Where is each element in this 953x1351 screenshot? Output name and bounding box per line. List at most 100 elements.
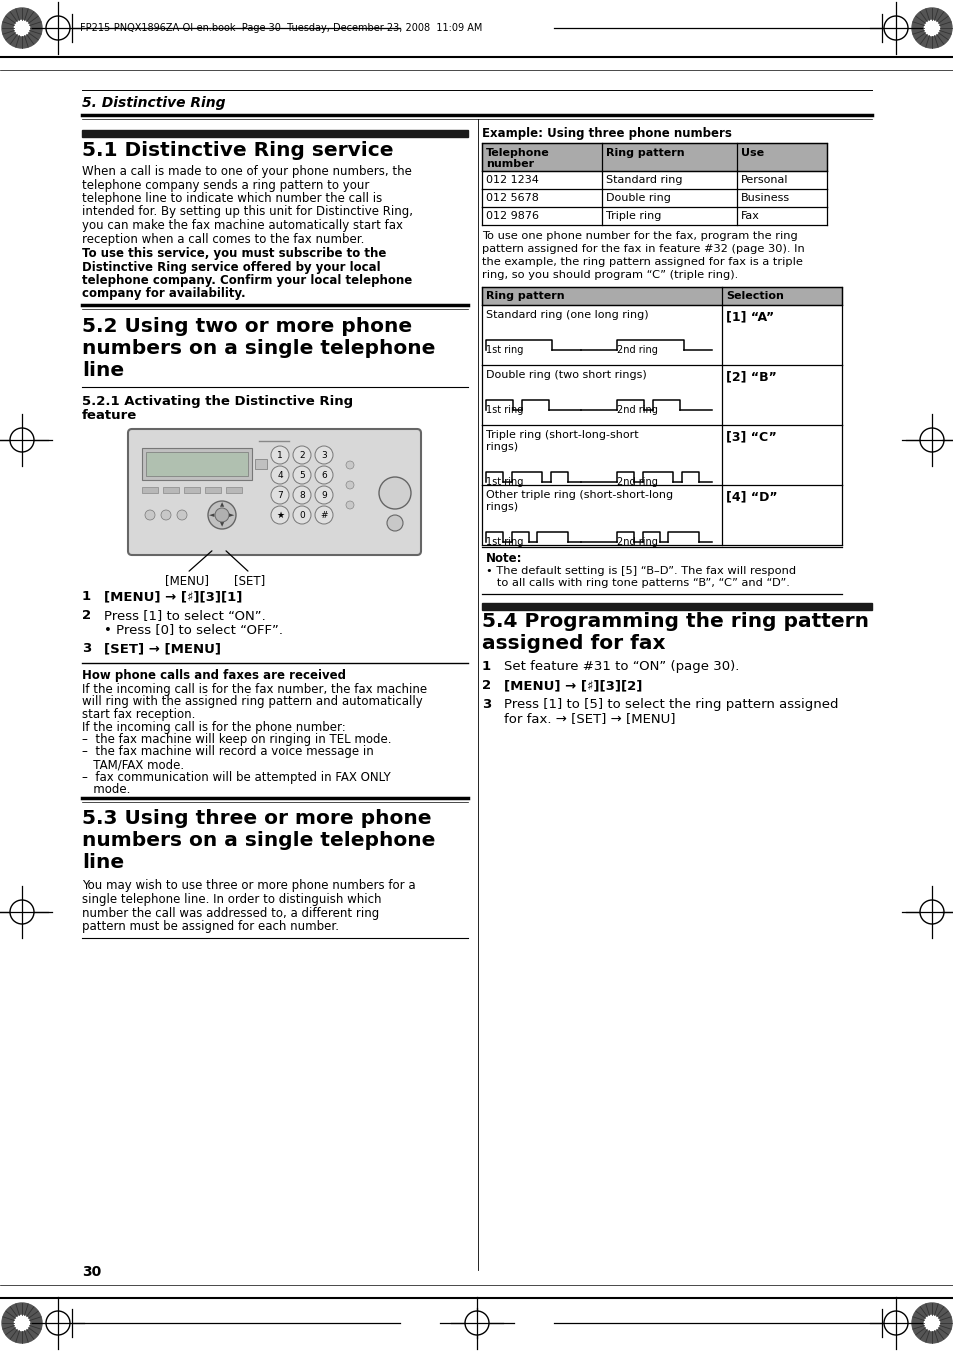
Text: assigned for fax: assigned for fax xyxy=(481,634,665,653)
Text: [SET]: [SET] xyxy=(234,574,265,586)
Text: Telephone: Telephone xyxy=(485,149,549,158)
Bar xyxy=(163,486,179,493)
Bar xyxy=(142,449,252,480)
Text: 5.3 Using three or more phone: 5.3 Using three or more phone xyxy=(82,809,431,828)
Text: line: line xyxy=(82,854,124,873)
Text: 2nd ring: 2nd ring xyxy=(617,405,658,415)
Text: [MENU] → [♯][3][2]: [MENU] → [♯][3][2] xyxy=(503,680,641,692)
Text: –  the fax machine will record a voice message in: – the fax machine will record a voice me… xyxy=(82,746,374,758)
Circle shape xyxy=(271,507,289,524)
Text: 012 1234: 012 1234 xyxy=(485,176,538,185)
Text: To use one phone number for the fax, program the ring: To use one phone number for the fax, pro… xyxy=(481,231,797,240)
Text: You may wish to use three or more phone numbers for a: You may wish to use three or more phone … xyxy=(82,880,416,893)
Text: numbers on a single telephone: numbers on a single telephone xyxy=(82,831,435,851)
Text: 5.2.1 Activating the Distinctive Ring: 5.2.1 Activating the Distinctive Ring xyxy=(82,394,353,408)
Text: ▲: ▲ xyxy=(219,503,224,508)
Text: TAM/FAX mode.: TAM/FAX mode. xyxy=(82,758,184,771)
Bar xyxy=(205,486,221,493)
Text: reception when a call comes to the fax number.: reception when a call comes to the fax n… xyxy=(82,232,364,246)
Circle shape xyxy=(293,507,311,524)
Text: company for availability.: company for availability. xyxy=(82,288,245,300)
Text: 5.2 Using two or more phone: 5.2 Using two or more phone xyxy=(82,317,412,336)
Text: line: line xyxy=(82,361,124,380)
Text: 2nd ring: 2nd ring xyxy=(617,345,658,355)
Text: 012 9876: 012 9876 xyxy=(485,211,538,222)
Circle shape xyxy=(271,466,289,484)
Circle shape xyxy=(2,1302,42,1343)
Text: 1st ring: 1st ring xyxy=(485,536,523,547)
Circle shape xyxy=(923,1316,939,1331)
Text: rings): rings) xyxy=(485,442,517,453)
Bar xyxy=(254,459,267,469)
Bar xyxy=(184,486,200,493)
Text: To use this service, you must subscribe to the: To use this service, you must subscribe … xyxy=(82,247,386,259)
Text: Distinctive Ring service offered by your local: Distinctive Ring service offered by your… xyxy=(82,261,380,273)
Text: Personal: Personal xyxy=(740,176,788,185)
Text: 1st ring: 1st ring xyxy=(485,345,523,355)
Text: ▼: ▼ xyxy=(219,523,224,527)
Text: ◄: ◄ xyxy=(209,512,214,517)
Bar xyxy=(82,130,468,136)
Text: to all calls with ring tone patterns “B”, “C” and “D”.: to all calls with ring tone patterns “B”… xyxy=(485,578,789,588)
Text: FP215-PNQX1896ZA-OI-en.book  Page 30  Tuesday, December 23, 2008  11:09 AM: FP215-PNQX1896ZA-OI-en.book Page 30 Tues… xyxy=(80,23,482,32)
Text: start fax reception.: start fax reception. xyxy=(82,708,195,721)
Circle shape xyxy=(314,486,333,504)
Circle shape xyxy=(271,446,289,463)
Circle shape xyxy=(208,501,235,530)
Text: #: # xyxy=(320,511,328,520)
Text: 7: 7 xyxy=(276,490,283,500)
Text: 5.1 Distinctive Ring service: 5.1 Distinctive Ring service xyxy=(82,141,393,159)
Text: feature: feature xyxy=(82,409,137,422)
Text: Business: Business xyxy=(740,193,789,203)
Text: Triple ring: Triple ring xyxy=(605,211,660,222)
Text: –  the fax machine will keep on ringing in TEL mode.: – the fax machine will keep on ringing i… xyxy=(82,734,391,746)
Text: [1] “A”: [1] “A” xyxy=(725,309,773,323)
Text: Triple ring (short-long-short: Triple ring (short-long-short xyxy=(485,430,638,440)
Circle shape xyxy=(346,461,354,469)
Text: [4] “D”: [4] “D” xyxy=(725,490,777,503)
Text: 5.4 Programming the ring pattern: 5.4 Programming the ring pattern xyxy=(481,612,868,631)
Text: pattern assigned for the fax in feature #32 (page 30). In: pattern assigned for the fax in feature … xyxy=(481,245,804,254)
Circle shape xyxy=(378,477,411,509)
Bar xyxy=(481,603,871,611)
Text: number the call was addressed to, a different ring: number the call was addressed to, a diff… xyxy=(82,907,379,920)
Text: If the incoming call is for the fax number, the fax machine: If the incoming call is for the fax numb… xyxy=(82,684,427,696)
Text: When a call is made to one of your phone numbers, the: When a call is made to one of your phone… xyxy=(82,165,412,178)
Text: Note:: Note: xyxy=(485,553,522,565)
Circle shape xyxy=(314,466,333,484)
Text: Standard ring: Standard ring xyxy=(605,176,681,185)
Text: [SET] → [MENU]: [SET] → [MENU] xyxy=(104,642,221,655)
Text: [MENU]: [MENU] xyxy=(165,574,209,586)
Text: 012 5678: 012 5678 xyxy=(485,193,538,203)
Text: intended for. By setting up this unit for Distinctive Ring,: intended for. By setting up this unit fo… xyxy=(82,205,413,219)
Circle shape xyxy=(271,486,289,504)
Text: 1st ring: 1st ring xyxy=(485,477,523,486)
Text: single telephone line. In order to distinguish which: single telephone line. In order to disti… xyxy=(82,893,381,907)
Text: 6: 6 xyxy=(321,470,327,480)
Text: will ring with the assigned ring pattern and automatically: will ring with the assigned ring pattern… xyxy=(82,696,422,708)
Text: 1: 1 xyxy=(481,661,491,673)
Text: 2nd ring: 2nd ring xyxy=(617,477,658,486)
Circle shape xyxy=(314,446,333,463)
Text: 2: 2 xyxy=(299,450,305,459)
Text: numbers on a single telephone: numbers on a single telephone xyxy=(82,339,435,358)
Text: mode.: mode. xyxy=(82,784,131,796)
Bar xyxy=(481,286,841,305)
Text: ring, so you should program “C” (triple ring).: ring, so you should program “C” (triple … xyxy=(481,270,738,280)
Text: the example, the ring pattern assigned for fax is a triple: the example, the ring pattern assigned f… xyxy=(481,257,802,267)
Circle shape xyxy=(14,20,30,35)
Text: • The default setting is [5] “B–D”. The fax will respond: • The default setting is [5] “B–D”. The … xyxy=(485,566,796,576)
Circle shape xyxy=(293,466,311,484)
Text: 2: 2 xyxy=(82,609,91,621)
Text: 2nd ring: 2nd ring xyxy=(617,536,658,547)
Text: Other triple ring (short-short-long: Other triple ring (short-short-long xyxy=(485,490,673,500)
Text: 0: 0 xyxy=(299,511,305,520)
Text: 3: 3 xyxy=(321,450,327,459)
Text: Standard ring (one long ring): Standard ring (one long ring) xyxy=(485,309,648,320)
Circle shape xyxy=(177,509,187,520)
Text: 1st ring: 1st ring xyxy=(485,405,523,415)
Circle shape xyxy=(293,446,311,463)
Text: Ring pattern: Ring pattern xyxy=(485,290,564,301)
Text: 1: 1 xyxy=(276,450,283,459)
Circle shape xyxy=(346,481,354,489)
